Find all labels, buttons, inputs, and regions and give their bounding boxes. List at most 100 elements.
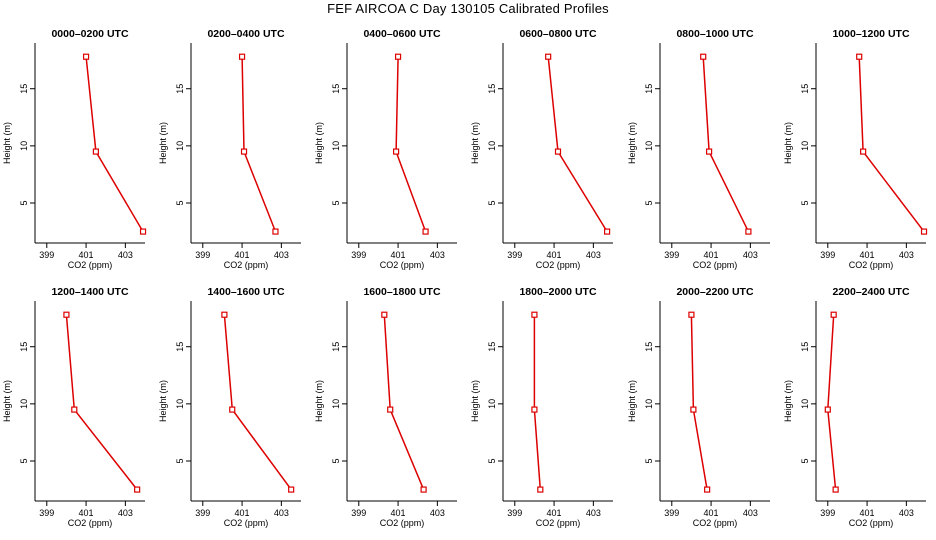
data-point — [700, 53, 707, 60]
x-tick-label: 401 — [235, 508, 250, 518]
x-axis-label: CO2 (ppm) — [68, 260, 113, 270]
data-point — [531, 311, 538, 318]
panel-title: 2200–2400 UTC — [832, 286, 909, 298]
x-tick-label: 399 — [351, 508, 366, 518]
profile-line — [690, 314, 708, 490]
data-point — [238, 53, 246, 60]
y-axis-label: Height (m) — [158, 380, 168, 422]
x-axis-label: CO2 (ppm) — [693, 518, 738, 528]
panel-title: 1800–2000 UTC — [519, 286, 596, 298]
data-point — [393, 148, 400, 155]
data-point — [63, 311, 70, 318]
panel-title: 2000–2200 UTC — [676, 286, 753, 298]
profile-panel: 1200–1400 UTC 399 401 403 5 10 15 CO2 (ppm) Heig… — [2, 286, 145, 528]
y-tick-label: 10 — [487, 399, 497, 409]
data-point — [531, 406, 538, 413]
x-tick-label: 403 — [274, 508, 289, 518]
data-point — [824, 406, 831, 413]
profile-panel: 0400–0600 UTC 399 401 403 5 10 15 CO2 (ppm) Heig… — [314, 28, 457, 270]
data-point — [688, 311, 695, 318]
data-point — [537, 486, 544, 493]
data-point — [221, 311, 228, 318]
profile-line — [827, 314, 837, 490]
data-point — [71, 406, 78, 413]
x-tick-label: 399 — [507, 250, 522, 260]
profile-panel: 0600–0800 UTC 399 401 403 5 10 15 CO2 (ppm) Heig… — [470, 28, 613, 270]
y-tick-label: 5 — [800, 200, 810, 205]
panel-title: 0200–0400 UTC — [207, 28, 284, 40]
y-tick-label: 15 — [331, 84, 341, 94]
data-point — [706, 148, 713, 155]
y-tick-label: 15 — [487, 342, 497, 352]
x-axis-label: CO2 (ppm) — [849, 518, 894, 528]
y-axis-label: Height (m) — [470, 122, 480, 164]
panel-title: 1400–1600 UTC — [207, 286, 284, 298]
y-tick-label: 10 — [175, 399, 185, 409]
x-tick-label: 403 — [430, 508, 445, 518]
x-tick-label: 403 — [274, 250, 289, 260]
data-point — [422, 228, 429, 235]
data-point — [832, 486, 839, 493]
x-axis-label: CO2 (ppm) — [849, 260, 894, 270]
x-tick-label: 403 — [430, 250, 445, 260]
x-tick-label: 401 — [547, 250, 562, 260]
profile-line — [533, 314, 542, 490]
y-axis-label: Height (m) — [158, 122, 168, 164]
y-tick-label: 5 — [487, 200, 497, 205]
x-tick-label: 399 — [195, 250, 210, 260]
profile-line — [395, 56, 427, 232]
y-tick-label: 15 — [800, 84, 810, 94]
data-point — [394, 53, 402, 60]
y-axis-label: Height (m) — [314, 380, 324, 422]
profile-line — [223, 314, 292, 491]
y-tick-label: 15 — [19, 342, 29, 352]
y-tick-label: 10 — [19, 141, 29, 151]
profile-line — [858, 56, 925, 233]
data-point — [745, 228, 752, 235]
y-tick-label: 5 — [19, 200, 29, 205]
x-tick-label: 401 — [79, 508, 94, 518]
x-tick-label: 401 — [860, 250, 875, 260]
profile-line — [702, 56, 750, 232]
y-tick-label: 10 — [800, 399, 810, 409]
y-tick-label: 10 — [19, 399, 29, 409]
x-tick-label: 399 — [820, 250, 835, 260]
x-tick-label: 399 — [664, 250, 679, 260]
profile-panel: 2200–2400 UTC 399 401 403 5 10 15 CO2 (ppm) Heig… — [783, 286, 926, 528]
x-tick-label: 403 — [899, 250, 914, 260]
x-tick-label: 403 — [586, 250, 601, 260]
data-point — [704, 486, 711, 493]
x-tick-label: 401 — [704, 250, 719, 260]
y-tick-label: 10 — [487, 141, 497, 151]
y-tick-label: 10 — [644, 399, 654, 409]
data-point — [240, 148, 248, 155]
y-axis-label: Height (m) — [627, 122, 637, 164]
x-tick-label: 403 — [743, 250, 758, 260]
panel-title: 0400–0600 UTC — [363, 28, 440, 40]
profile-line — [383, 314, 425, 490]
data-point — [82, 53, 90, 60]
profile-line — [65, 314, 138, 491]
profile-panel: 0000–0200 UTC 399 401 403 5 10 15 CO2 (ppm) Heig… — [2, 28, 147, 270]
page-title: FEF AIRCOA C Day 130105 Calibrated Profi… — [327, 1, 609, 16]
profile-panel: 1600–1800 UTC 399 401 403 5 10 15 CO2 (ppm) Heig… — [314, 286, 457, 528]
x-tick-label: 401 — [79, 250, 94, 260]
data-point — [545, 53, 552, 60]
y-axis-label: Height (m) — [2, 122, 12, 164]
profile-panel: 0800–1000 UTC 399 401 403 5 10 15 CO2 (ppm) Heig… — [627, 28, 770, 270]
x-tick-label: 403 — [586, 508, 601, 518]
x-tick-label: 403 — [118, 250, 133, 260]
y-tick-label: 5 — [644, 458, 654, 463]
x-tick-label: 401 — [391, 250, 406, 260]
data-point — [830, 311, 837, 318]
panel-title: 1600–1800 UTC — [363, 286, 440, 298]
data-point — [272, 228, 279, 235]
data-point — [92, 148, 99, 155]
y-tick-label: 5 — [644, 200, 654, 205]
y-tick-label: 10 — [800, 141, 810, 151]
y-tick-label: 15 — [644, 342, 654, 352]
panel-title: 0800–1000 UTC — [676, 28, 753, 40]
y-tick-label: 10 — [331, 141, 341, 151]
x-axis-label: CO2 (ppm) — [536, 518, 581, 528]
